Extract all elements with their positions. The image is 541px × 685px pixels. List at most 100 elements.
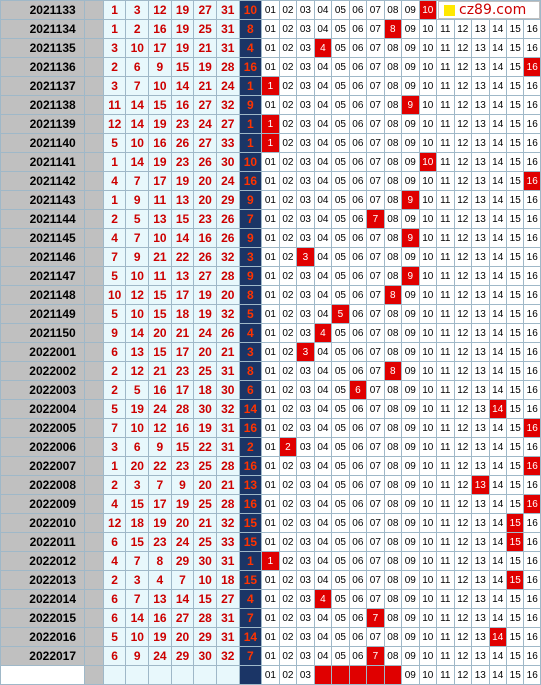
number-cell: 16 xyxy=(523,627,541,647)
number-cell: 02 xyxy=(278,323,298,343)
number-cell: 12 xyxy=(453,114,473,134)
number-cell: 14 xyxy=(488,76,507,96)
site-logo[interactable]: cz89.com xyxy=(438,1,540,19)
number-cell: 06 xyxy=(348,456,368,476)
number-cell: 01 xyxy=(261,570,280,590)
red-ball-cell: 28 xyxy=(170,399,195,419)
blue-ball-cell: 9 xyxy=(238,95,263,115)
blue-ball-cell: 8 xyxy=(238,285,263,305)
number-cell: 13 xyxy=(471,152,490,172)
number-cell: 07 xyxy=(366,342,385,362)
red-ball-cell: 15 xyxy=(148,304,172,324)
number-cell: 10 xyxy=(418,380,438,400)
red-ball-cell: 24 xyxy=(148,399,172,419)
table-row: 01 02 03 09 10 11 12 13 14 15 16 xyxy=(0,665,541,685)
blue-ball-cell: 6 xyxy=(238,380,263,400)
number-cell: 08 xyxy=(383,418,403,438)
number-cell: 14 xyxy=(488,152,507,172)
gap-cell xyxy=(84,57,104,77)
number-cell: 11 xyxy=(436,475,455,495)
number-cell: 07 xyxy=(366,589,385,609)
gap-cell xyxy=(84,361,104,381)
number-cell: 01 xyxy=(261,513,280,533)
period-cell: 2022003 xyxy=(0,380,86,400)
number-cell: 09 xyxy=(401,342,420,362)
number-cell: 11 xyxy=(436,513,455,533)
number-cell: 14 xyxy=(488,380,507,400)
red-ball-cell: 24 xyxy=(148,646,172,666)
number-cell: 03 xyxy=(296,171,315,191)
red-ball-cell: 2 xyxy=(125,19,150,39)
number-cell: 06 xyxy=(348,551,368,571)
number-cell: 02 xyxy=(278,627,298,647)
number-cell: 06 xyxy=(348,608,368,628)
number-cell: 09 xyxy=(401,247,420,267)
number-cell: 05 xyxy=(331,456,350,476)
hit-number-cell: 9 xyxy=(401,95,420,115)
number-cell: 13 xyxy=(471,437,490,457)
red-ball-cell: 9 xyxy=(125,646,150,666)
number-cell: 09 xyxy=(401,475,420,495)
number-cell: 03 xyxy=(296,38,315,58)
number-cell: 12 xyxy=(453,494,473,514)
number-cell: 13 xyxy=(471,513,490,533)
period-cell: 2021149 xyxy=(0,304,86,324)
red-ball-cell: 31 xyxy=(215,361,240,381)
number-cell: 06 xyxy=(348,570,368,590)
number-cell: 10 xyxy=(418,114,438,134)
number-cell: 16 xyxy=(523,551,541,571)
number-cell: 02 xyxy=(278,646,298,666)
period-cell: 2022007 xyxy=(0,456,86,476)
hit-number-cell: 1 xyxy=(261,133,280,153)
number-cell: 06 xyxy=(348,589,368,609)
number-cell: 07 xyxy=(366,19,385,39)
red-ball-cell: 20 xyxy=(215,285,240,305)
number-cell: 03 xyxy=(296,190,315,210)
red-ball-cell: 16 xyxy=(170,95,195,115)
number-cell: 03 xyxy=(296,323,315,343)
number-cell: 04 xyxy=(313,95,333,115)
number-cell: 02 xyxy=(278,76,298,96)
number-cell: 16 xyxy=(523,342,541,362)
red-ball-cell: 10 xyxy=(148,76,172,96)
blue-ball-cell: 5 xyxy=(238,304,263,324)
red-ball-cell: 24 xyxy=(193,114,217,134)
red-ball-cell: 31 xyxy=(215,608,240,628)
blue-ball-cell: 16 xyxy=(238,57,263,77)
red-ball-cell: 1 xyxy=(102,0,127,20)
number-cell: 15 xyxy=(505,456,525,476)
red-ball-cell: 14 xyxy=(170,228,195,248)
number-cell: 12 xyxy=(453,133,473,153)
red-ball-cell: 32 xyxy=(215,95,240,115)
period-cell: 2021134 xyxy=(0,19,86,39)
number-cell: 15 xyxy=(505,342,525,362)
period-cell: 2021147 xyxy=(0,266,86,286)
number-cell: 09 xyxy=(401,380,420,400)
table-row: 2021140 5 10 16 26 27 33 1 1 02 03 04 05 06 07 08 09 10 11… xyxy=(0,133,541,153)
number-cell: 13 xyxy=(471,114,490,134)
hit-number-cell: 4 xyxy=(313,323,333,343)
period-cell: 2021143 xyxy=(0,190,86,210)
red-ball-cell: 9 xyxy=(170,475,195,495)
red-ball-cell: 19 xyxy=(193,57,217,77)
hit-number-cell: 9 xyxy=(401,190,420,210)
gap-cell xyxy=(84,418,104,438)
blue-ball-cell: 10 xyxy=(238,0,263,20)
red-ball-cell: 31 xyxy=(215,38,240,58)
number-cell: 07 xyxy=(366,190,385,210)
number-cell: 08 xyxy=(383,266,403,286)
red-ball-cell: 21 xyxy=(193,513,217,533)
blue-ball-cell: 8 xyxy=(238,361,263,381)
red-ball-cell: 27 xyxy=(193,133,217,153)
number-cell: 05 xyxy=(331,190,350,210)
red-ball-cell: 2 xyxy=(102,380,127,400)
number-cell: 15 xyxy=(505,152,525,172)
hit-number-cell: 7 xyxy=(366,646,385,666)
number-cell: 08 xyxy=(383,0,403,20)
red-ball-cell: 20 xyxy=(148,323,172,343)
number-cell: 12 xyxy=(453,380,473,400)
number-cell: 08 xyxy=(383,76,403,96)
number-cell: 15 xyxy=(505,399,525,419)
number-cell: 14 xyxy=(488,95,507,115)
number-cell: 03 xyxy=(296,437,315,457)
